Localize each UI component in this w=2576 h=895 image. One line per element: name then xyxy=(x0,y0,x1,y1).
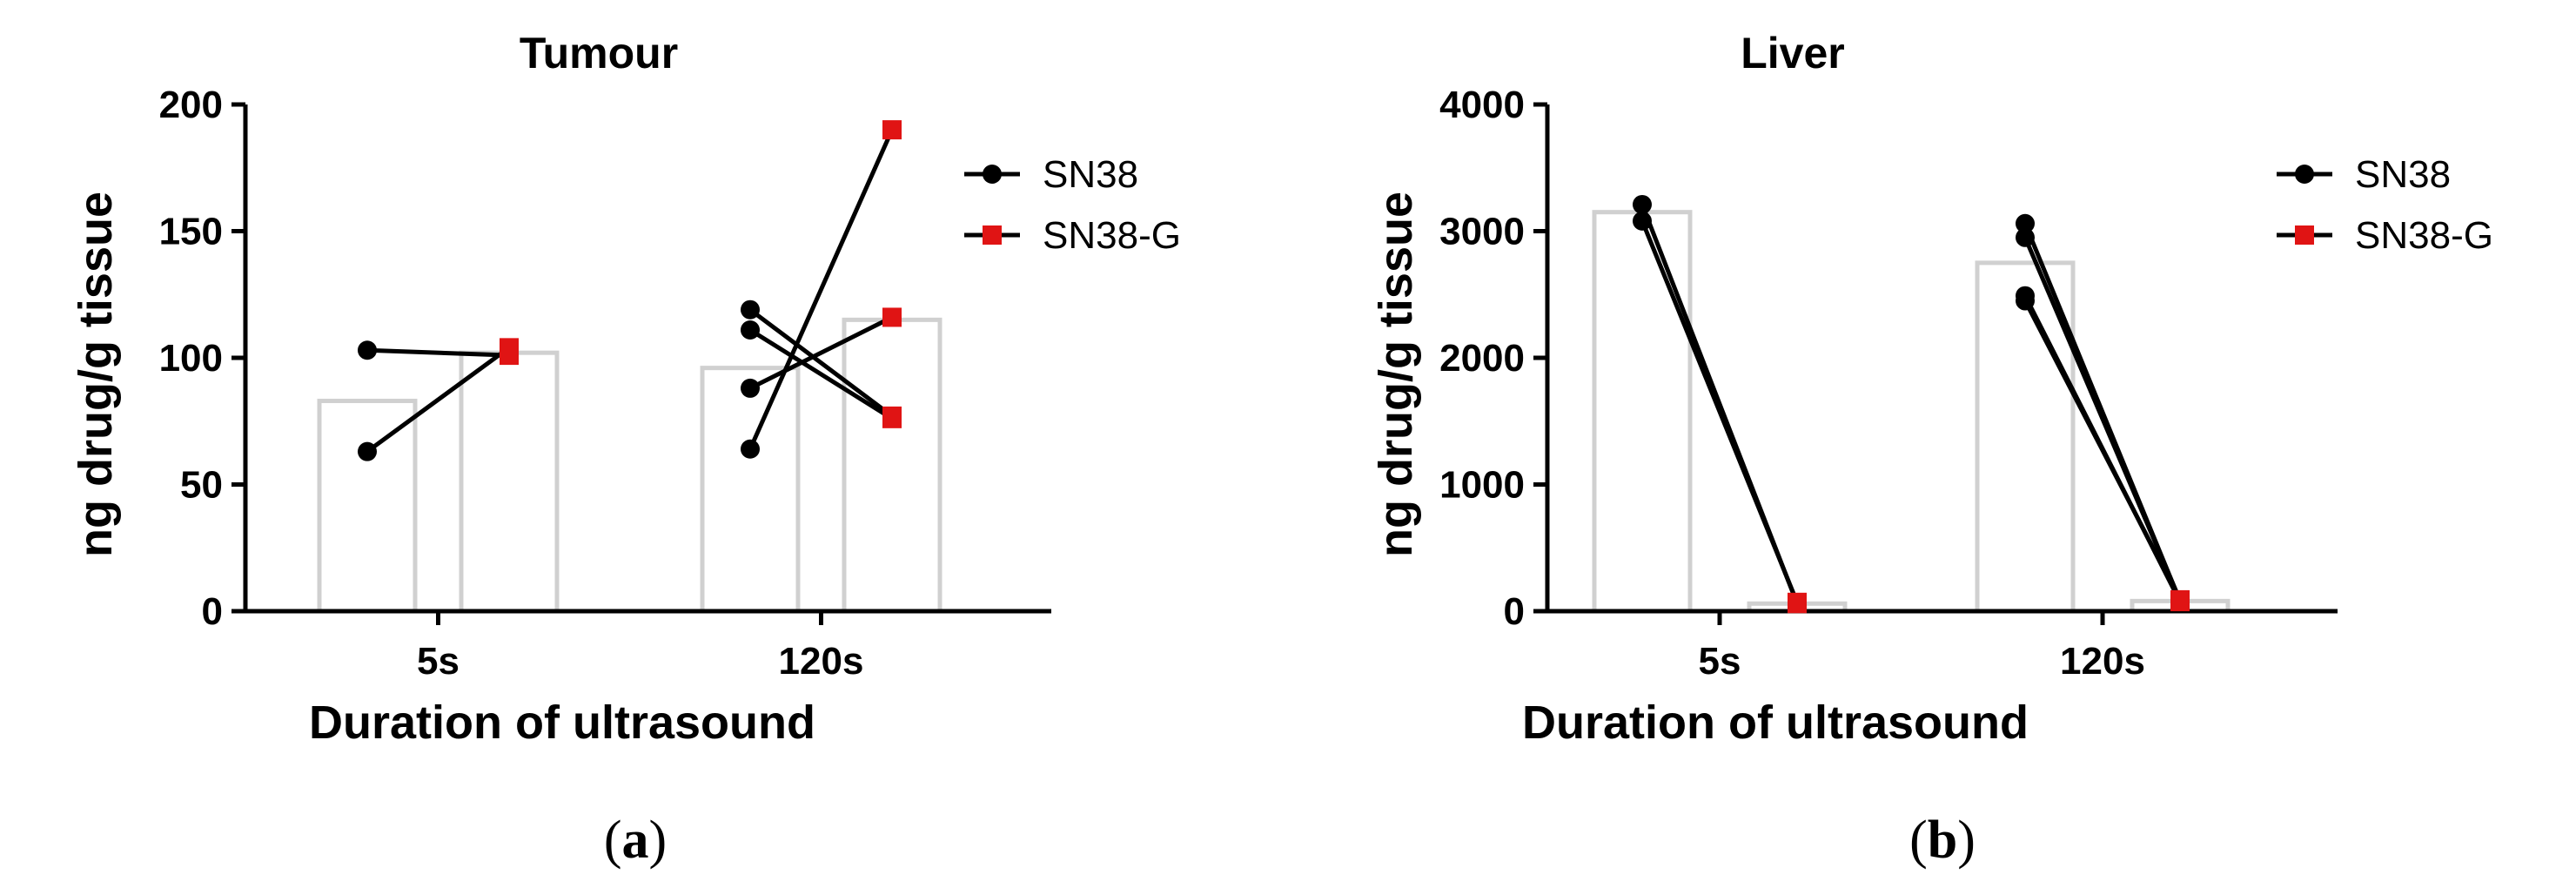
y-tick-label: 1000 xyxy=(1439,464,1525,507)
point-sn38 xyxy=(741,378,760,398)
x-tick-label: 5s xyxy=(417,640,460,683)
legend-marker-square xyxy=(983,225,1002,245)
point-sn38 xyxy=(741,439,760,459)
point-sn38-g xyxy=(1788,592,1807,612)
legend-marker-circle xyxy=(983,165,1002,184)
x-tick-label: 120s xyxy=(779,640,864,683)
x-tick-label: 5s xyxy=(1699,640,1741,683)
legend-label: SN38 xyxy=(2355,153,2451,196)
x-axis-label: Duration of ultrasound xyxy=(1522,696,2029,749)
panel-tumour: Tumour ng drug/g tissue Duration of ultr… xyxy=(70,29,1181,870)
point-sn38 xyxy=(358,340,377,360)
y-tick-label: 100 xyxy=(159,337,223,380)
legend-marker-circle xyxy=(2295,165,2314,184)
legend-label: SN38-G xyxy=(1043,214,1181,257)
point-sn38-g xyxy=(882,408,902,428)
bar-sn38-120s xyxy=(700,366,801,614)
pair-connector xyxy=(366,347,510,358)
pair-connector xyxy=(748,327,894,421)
pair-connector xyxy=(1640,219,1800,603)
panel-letter: b xyxy=(1928,811,1957,870)
bar-sn38-g-120s xyxy=(842,317,943,614)
legend: SN38 SN38-G xyxy=(2277,153,2493,257)
point-sn38 xyxy=(741,299,760,320)
y-tick-label: 0 xyxy=(1504,590,1525,633)
legend: SN38 SN38-G xyxy=(964,153,1181,257)
point-sn38 xyxy=(2016,227,2035,247)
point-sn38-g xyxy=(500,338,519,358)
pair-connector xyxy=(2023,236,2183,602)
panel-label: (a) xyxy=(604,811,667,870)
x-axis-label: Duration of ultrasound xyxy=(309,696,815,749)
bar-sn38-g-5s xyxy=(459,350,560,614)
point-sn38-g xyxy=(882,120,902,140)
y-tick-label: 0 xyxy=(202,590,223,633)
point-sn38 xyxy=(358,441,377,461)
legend-label: SN38-G xyxy=(2355,214,2493,257)
legend-marker-square xyxy=(2295,225,2314,245)
panel-label: (b) xyxy=(1909,811,1976,870)
panel-letter: a xyxy=(622,811,649,870)
y-tick-label: 3000 xyxy=(1439,211,1525,253)
pair-connector xyxy=(748,307,894,418)
point-sn38-g xyxy=(882,307,902,327)
pair-connector xyxy=(748,129,895,450)
panel-liver: Liver ng drug/g tissue Duration of ultra… xyxy=(1370,29,2493,870)
point-sn38 xyxy=(2016,291,2035,311)
y-tick-label: 50 xyxy=(180,464,223,507)
legend-label: SN38 xyxy=(1043,153,1138,196)
chart-title: Tumour xyxy=(520,29,678,77)
pair-connector xyxy=(366,346,511,454)
point-sn38 xyxy=(2016,213,2035,233)
point-sn38 xyxy=(1633,211,1652,231)
x-tick-label: 120s xyxy=(2060,640,2145,683)
point-sn38 xyxy=(1633,194,1652,214)
y-tick-label: 4000 xyxy=(1439,84,1525,126)
bar-sn38-5s xyxy=(1592,210,1693,614)
pair-connector xyxy=(748,315,894,391)
y-axis-label: ng drug/g tissue xyxy=(1370,192,1422,557)
pair-connector xyxy=(2023,299,2183,602)
y-tick-label: 200 xyxy=(159,84,223,126)
y-axis-label: ng drug/g tissue xyxy=(70,192,122,557)
point-sn38-g xyxy=(2170,589,2190,609)
bar-sn38-5s xyxy=(317,398,418,614)
y-tick-label: 150 xyxy=(159,211,223,253)
chart-title: Liver xyxy=(1741,29,1845,77)
y-tick-label: 2000 xyxy=(1439,337,1525,380)
point-sn38 xyxy=(741,320,760,340)
